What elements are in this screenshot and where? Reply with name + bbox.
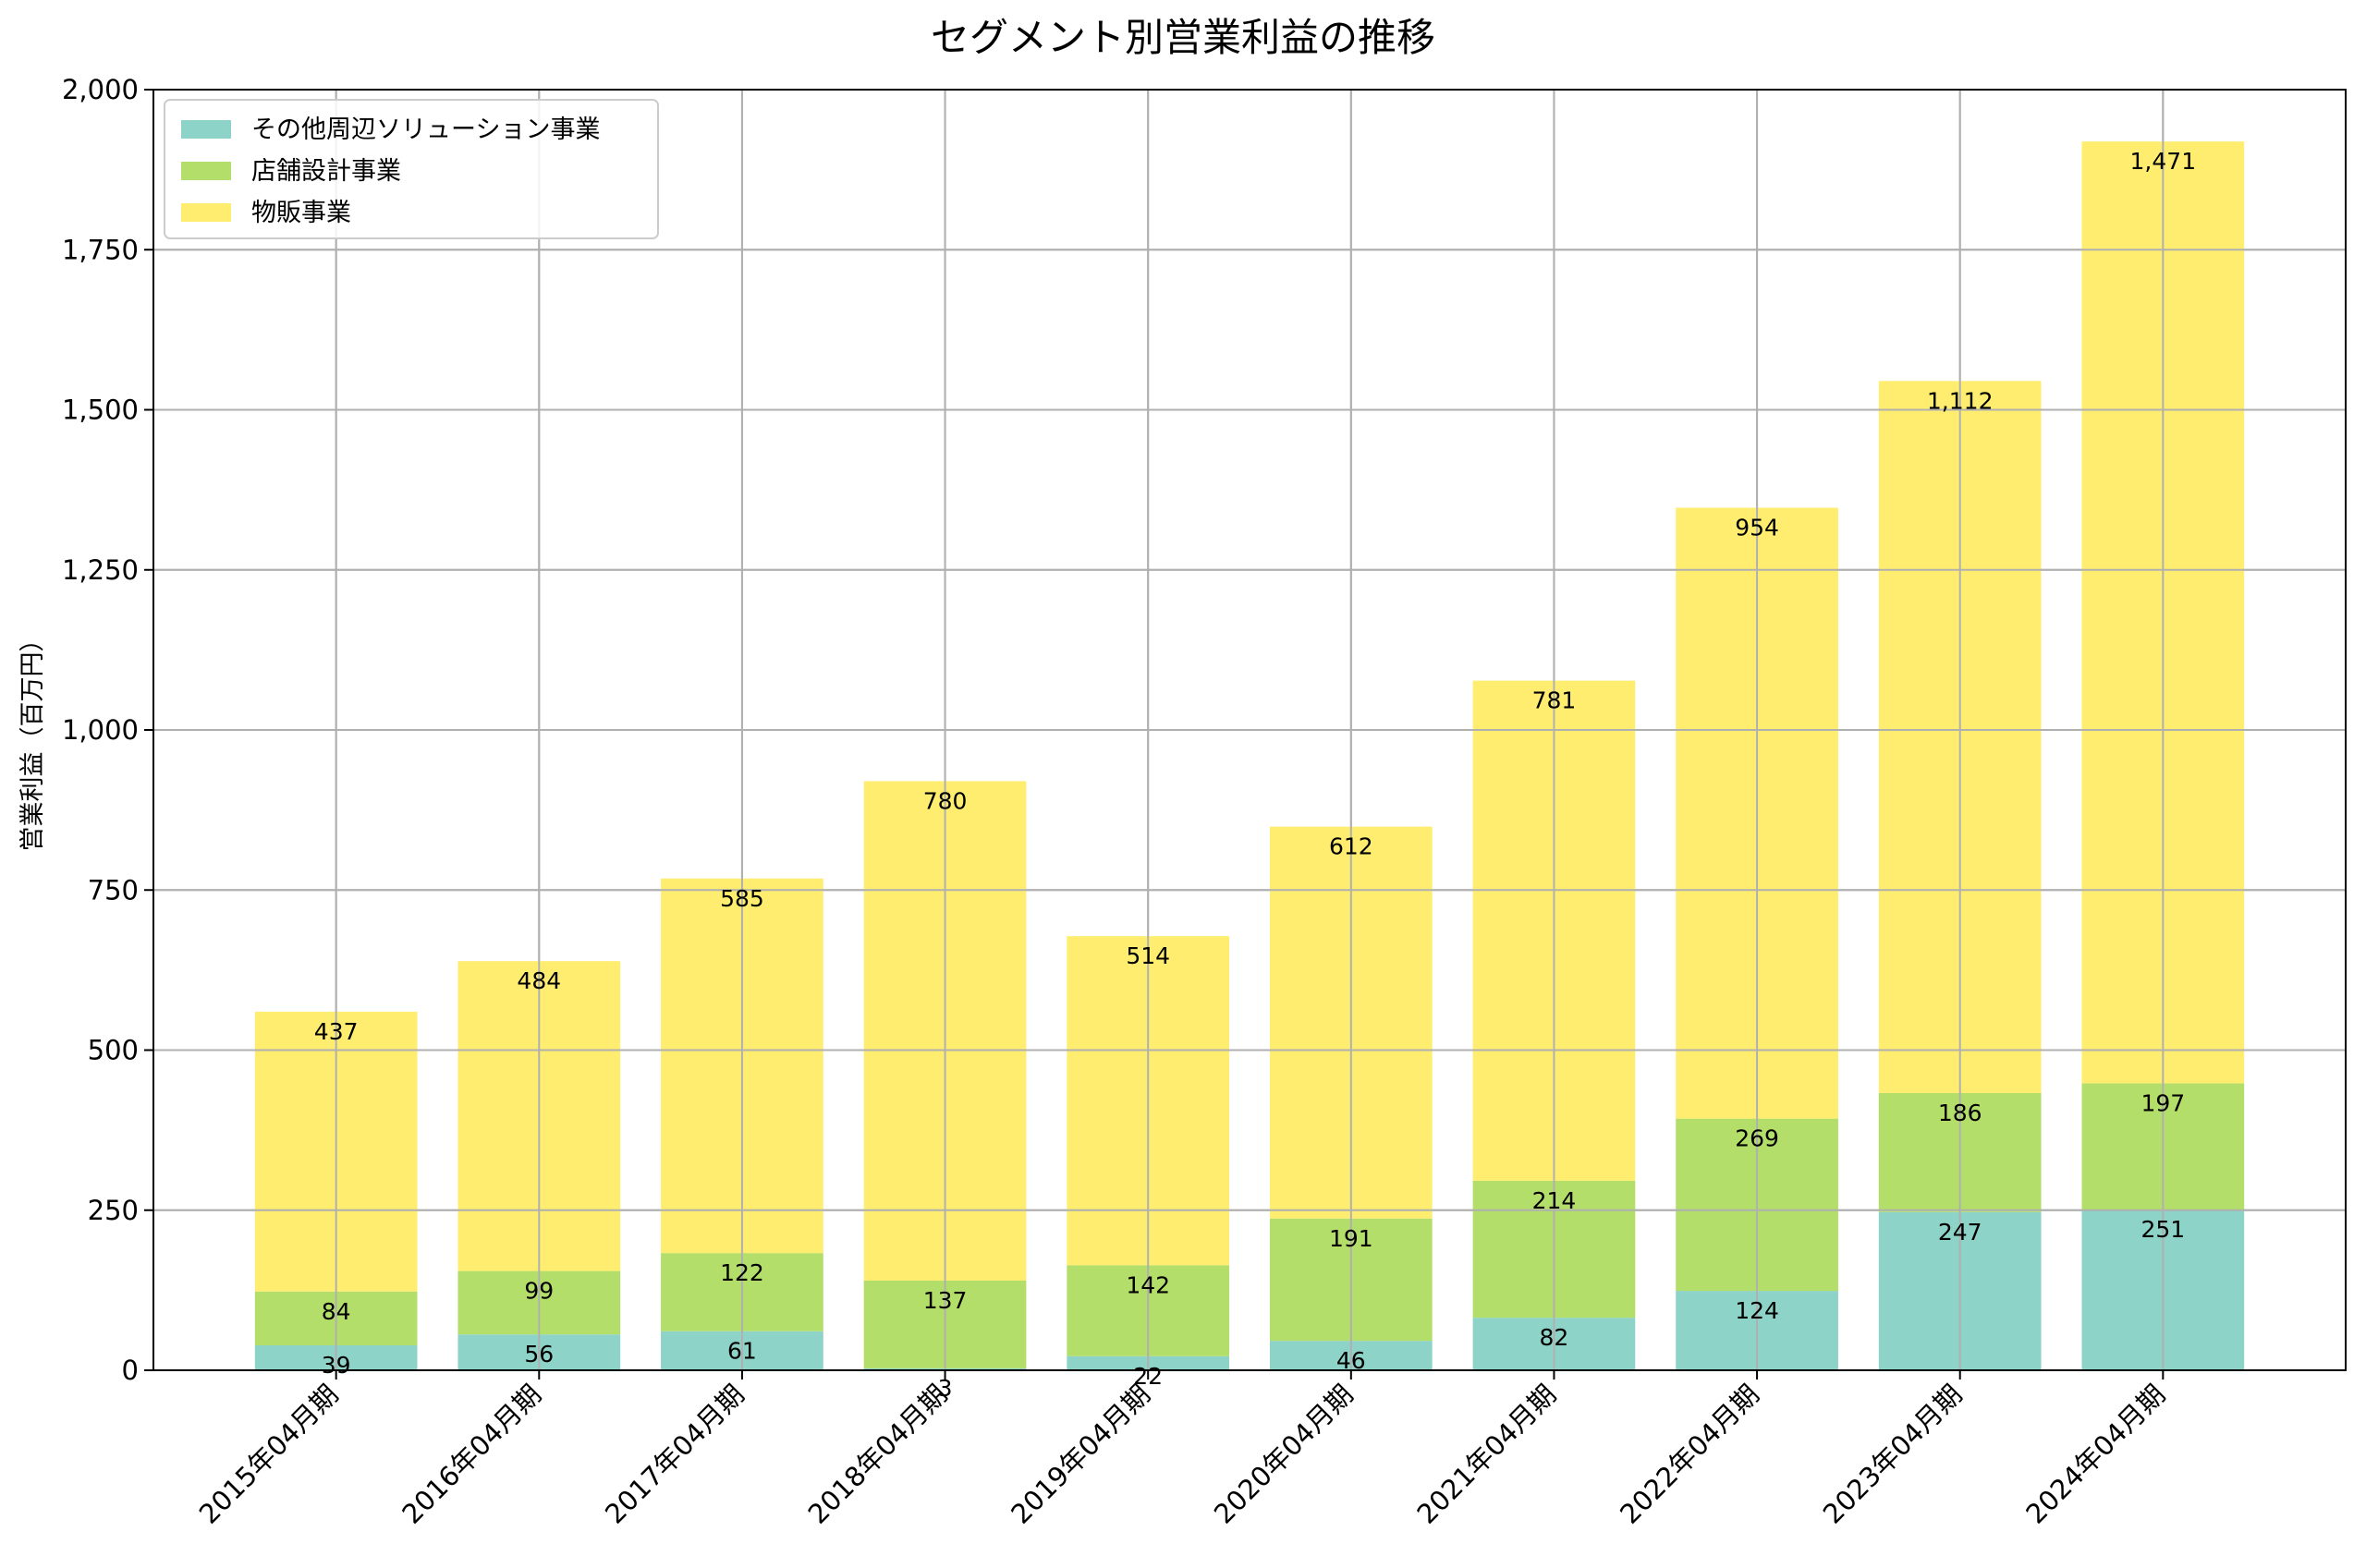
bar-value-label: 247 <box>1938 1219 1982 1246</box>
bar-value-label: 186 <box>1938 1100 1982 1126</box>
plot-frame <box>152 89 2347 1371</box>
grid-overlay <box>153 89 2346 1371</box>
bar-value-label: 1,471 <box>2130 148 2197 175</box>
legend-box <box>164 99 659 239</box>
x-tick-label: 2019年04月期 <box>1005 1379 1156 1530</box>
bar-value-label: 122 <box>720 1259 764 1286</box>
legend-entry: その他周辺ソリューション事業 <box>251 115 600 144</box>
bar-value-label: 954 <box>1735 515 1779 541</box>
bar-value-label: 251 <box>2140 1216 2185 1243</box>
bar-value-label: 82 <box>1540 1324 1569 1351</box>
legend-swatch <box>181 203 231 222</box>
x-tick-label: 2015年04月期 <box>193 1379 345 1530</box>
x-tick-label: 2022年04月期 <box>1614 1379 1765 1530</box>
bar-value-label: 61 <box>727 1338 757 1365</box>
y-axis-label: 営業利益（百万円） <box>18 627 47 852</box>
bar-value-label: 514 <box>1126 942 1170 969</box>
bar-value-label: 56 <box>524 1341 554 1367</box>
bar-value-label: 99 <box>524 1278 554 1305</box>
y-tick-label: 1,750 <box>62 234 139 265</box>
y-tick-label: 750 <box>88 874 139 906</box>
legend-swatch <box>181 120 231 139</box>
bar-value-label: 484 <box>517 967 561 994</box>
chart-title: セグメント別営業利益の推移 <box>931 15 1435 60</box>
y-tick-label: 1,000 <box>62 714 139 746</box>
bar-value-label: 39 <box>322 1352 351 1379</box>
x-tick-label: 2018年04月期 <box>802 1379 954 1530</box>
x-tick-label: 2020年04月期 <box>1208 1379 1360 1530</box>
bar-value-label: 124 <box>1735 1297 1779 1324</box>
bar-value-label: 612 <box>1329 833 1373 860</box>
legend-swatch <box>181 162 231 180</box>
bar-value-label: 269 <box>1735 1125 1779 1152</box>
y-tick-label: 2,000 <box>62 74 139 105</box>
bar-value-label: 214 <box>1532 1187 1577 1214</box>
x-tick-label: 2017年04月期 <box>599 1379 750 1530</box>
bar-value-label: 22 <box>1133 1363 1163 1390</box>
bar-value-label: 585 <box>720 885 764 912</box>
y-tick-label: 0 <box>122 1355 139 1386</box>
bar-value-label: 137 <box>923 1287 968 1314</box>
bar-value-label: 142 <box>1126 1271 1170 1298</box>
y-tick-label: 500 <box>88 1035 139 1066</box>
bar-value-label: 197 <box>2140 1090 2185 1117</box>
x-tick-label: 2021年04月期 <box>1411 1379 1563 1530</box>
bar-value-label: 84 <box>322 1298 351 1325</box>
bar-value-label: 437 <box>314 1018 359 1045</box>
bar-value-label: 46 <box>1336 1347 1366 1374</box>
y-tick-label: 1,250 <box>62 554 139 586</box>
bar-value-label: 780 <box>923 787 968 814</box>
legend-entry: 物販事業 <box>251 199 351 227</box>
bars <box>254 141 2245 1370</box>
bar-value-label: 191 <box>1329 1225 1373 1252</box>
x-tick-label: 2024年04月期 <box>2019 1379 2171 1530</box>
y-tick-label: 250 <box>88 1195 139 1226</box>
legend-entry: 店舗設計事業 <box>251 157 401 186</box>
bar-value-label: 3 <box>938 1375 953 1402</box>
x-tick-label: 2016年04月期 <box>396 1379 547 1530</box>
x-tick-label: 2023年04月期 <box>1817 1379 1969 1530</box>
bar-value-label: 1,112 <box>1927 387 1994 414</box>
y-tick-label: 1,500 <box>62 395 139 426</box>
data-labels: 39 56 61 3 22 46 82 124 247 251 84 99 122 137 142 191 21… <box>314 148 2196 1402</box>
bar-value-label: 781 <box>1532 687 1577 714</box>
